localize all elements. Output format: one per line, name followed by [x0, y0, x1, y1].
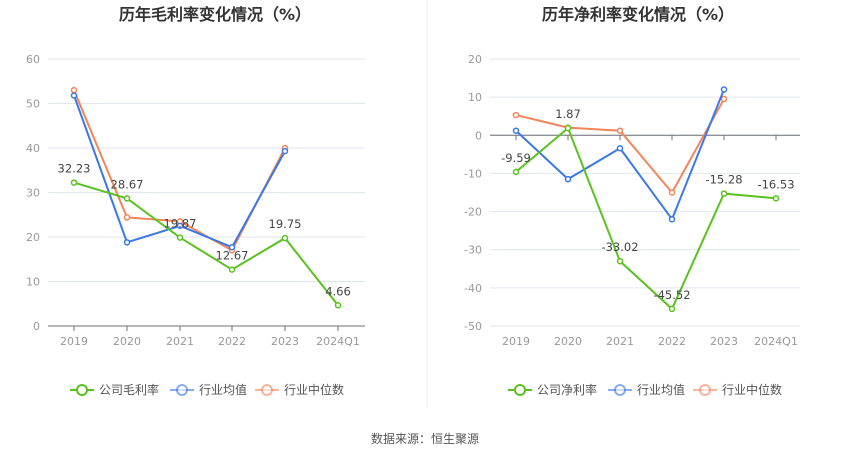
data-point-avg: [512, 127, 520, 134]
legend-label-median: 行业中位数: [284, 382, 344, 397]
data-point-median: [123, 214, 131, 221]
data-point-company: [772, 195, 780, 202]
data-point-company: [720, 190, 728, 197]
data-point-median: [668, 189, 676, 196]
y-tick-label: -20: [464, 206, 482, 219]
legend-marker-median: [261, 384, 273, 396]
y-tick-label: -40: [464, 282, 482, 295]
data-point-median: [70, 86, 78, 94]
gross-margin-chart: 0 10 20 30 40 50 60 2019 2020 2021 2022 2023 2024Q1 3…: [26, 53, 365, 397]
data-point-avg: [228, 243, 236, 251]
legend-marker-median: [699, 384, 711, 396]
x-tick-label: 2023: [271, 335, 299, 348]
data-point-company: [616, 257, 624, 265]
series-line-company: [73, 181, 339, 306]
x-tick-label: 2024Q1: [316, 335, 360, 348]
legend-label-company: 公司净利率: [537, 382, 597, 397]
data-point-company: [123, 195, 131, 202]
y-tick-label: 0: [33, 320, 40, 333]
data-point-avg: [123, 239, 131, 246]
y-tick-label: -10: [464, 167, 482, 180]
data-point-company: [228, 266, 236, 273]
data-point-company: [512, 168, 520, 176]
y-tick-label: -30: [464, 244, 482, 257]
y-tick-label: 20: [468, 53, 482, 66]
data-point-company: [176, 234, 184, 241]
data-label: 19.75: [269, 217, 302, 231]
chart-title-gross-margin: 历年毛利率变化情况（%）: [119, 5, 311, 24]
data-source: 数据来源：恒生聚源: [371, 431, 479, 446]
y-tick-label: 20: [26, 231, 40, 244]
data-label: 28.67: [111, 177, 144, 191]
legend-marker-avg: [614, 384, 626, 396]
data-point-avg: [616, 145, 624, 152]
y-tick-label: 10: [26, 276, 40, 289]
y-tick-label: 60: [26, 53, 40, 66]
legend-marker-company: [514, 384, 526, 396]
x-tick-label: 2020: [554, 335, 582, 348]
data-point-avg: [564, 175, 572, 183]
data-point-median: [720, 95, 728, 103]
net-margin-chart: -50 -40 -30 -20 -10 0 10 20 2019 2020 2021 2022 2023…: [464, 53, 800, 397]
chart-title-net-margin: 历年净利率变化情况（%）: [542, 5, 734, 24]
x-tick-label: 2022: [218, 335, 246, 348]
x-tick-label: 2019: [60, 335, 88, 348]
series-line-company: [515, 126, 777, 311]
data-point-company: [281, 234, 289, 242]
data-label: 1.87: [555, 107, 581, 121]
legend-label-avg: 行业均值: [637, 382, 685, 397]
legend-label-company: 公司毛利率: [99, 382, 159, 397]
data-point-company: [668, 305, 676, 313]
data-point-avg: [720, 86, 728, 93]
legend-marker-avg: [176, 384, 188, 396]
y-tick-label: 10: [468, 91, 482, 104]
y-tick-label: -50: [464, 320, 482, 333]
x-tick-label: 2019: [502, 335, 530, 348]
x-tick-label: 2024Q1: [754, 335, 798, 348]
data-point-avg: [176, 222, 184, 230]
y-tick-label: 30: [26, 187, 40, 200]
legend-label-median: 行业中位数: [722, 382, 782, 397]
data-point-median: [616, 127, 624, 134]
data-label: 4.66: [325, 284, 351, 298]
data-label: 32.23: [58, 162, 91, 176]
data-label: 12.67: [216, 249, 249, 263]
x-tick-label: 2021: [166, 335, 194, 348]
y-tick-label: 0: [475, 129, 482, 142]
x-tick-label: 2020: [113, 335, 141, 348]
data-point-median: [512, 111, 520, 119]
data-label: -9.59: [501, 151, 531, 165]
data-point-avg: [281, 147, 289, 155]
legend-label-avg: 行业均值: [199, 382, 247, 397]
data-point-avg: [668, 215, 676, 223]
data-point-company: [564, 124, 572, 132]
data-point-company: [334, 302, 342, 309]
data-point-avg: [70, 92, 78, 99]
y-tick-label: 40: [26, 142, 40, 155]
data-label: -16.53: [757, 177, 794, 191]
data-point-company: [70, 179, 78, 186]
data-label: -45.52: [653, 288, 690, 302]
data-label: 19.87: [164, 217, 197, 231]
data-label: -33.02: [601, 240, 638, 254]
x-tick-label: 2021: [606, 335, 634, 348]
legend-marker-company: [76, 384, 88, 396]
x-tick-label: 2023: [710, 335, 738, 348]
x-tick-label: 2022: [658, 335, 686, 348]
y-tick-label: 50: [26, 98, 40, 111]
data-label: -15.28: [705, 173, 742, 187]
